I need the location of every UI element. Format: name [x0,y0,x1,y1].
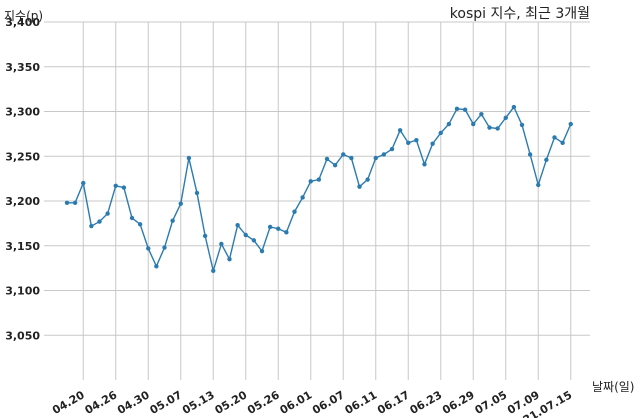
data-point [414,137,419,143]
data-point [536,182,541,188]
data-point [519,122,525,128]
data-point [462,107,468,112]
data-point [495,126,500,131]
y-tick-label: 3,050 [5,329,40,342]
x-tick-label: 06.11 [343,388,380,417]
data-point [373,155,378,161]
x-tick-label: 05.26 [245,388,282,417]
data-point [105,211,110,216]
data-point [219,241,224,247]
y-tick-label: 3,150 [5,240,40,253]
y-axis-label: 지수(p) [4,9,43,23]
x-tick-labels: 04.2004.2604.3005.0705.1305.2005.2606.01… [50,388,574,418]
data-point [146,246,151,251]
data-point [438,130,443,136]
y-tick-label: 3,300 [5,106,40,119]
x-axis-label: 날짜(일) [592,380,634,394]
x-tick-label: 05.20 [213,388,250,417]
data-point [422,162,427,167]
data-point [332,163,338,168]
data-point [487,125,492,130]
y-tick-label: 3,100 [5,285,40,298]
data-point [162,245,167,250]
data-point [243,232,248,238]
x-tick-label: 06.29 [440,388,477,417]
x-tick-label: 05.13 [180,388,217,417]
data-point [454,106,460,112]
data-point [64,200,70,205]
data-point [552,135,557,140]
data-point [251,238,257,243]
data-point [284,230,289,235]
data-point [137,222,143,227]
data-point [211,268,216,274]
data-point [503,115,508,120]
data-point [227,256,232,262]
x-tick-label: 06.01 [278,388,315,417]
data-point [381,152,387,157]
data-point [446,121,452,127]
x-tick-label: 04.20 [50,388,87,417]
x-tick-label: 06.17 [375,388,412,417]
data-point [511,104,517,110]
y-tick-label: 3,400 [5,16,40,29]
data-point [259,248,265,254]
data-point [479,111,484,117]
data-point [568,121,573,127]
y-gridlines [44,21,590,336]
data-point [202,233,208,239]
x-tick-label: 07.05 [473,388,510,417]
x-tick-label: 05.07 [148,388,185,417]
data-point [72,200,78,205]
data-point [341,152,346,157]
data-point [316,177,322,182]
data-point [324,156,330,162]
data-point [276,226,281,231]
data-point [544,157,549,163]
data-point [527,152,533,157]
data-point [349,155,354,161]
data-point [81,180,86,186]
data-point [357,184,362,189]
data-point [113,183,118,188]
data-point [430,141,435,146]
data-point [397,128,403,133]
data-point [178,201,183,206]
data-point [389,146,395,152]
data-point [471,121,476,127]
data-point [129,215,135,221]
data-point [560,140,565,146]
data-point [194,190,200,196]
data-point [154,264,159,269]
data-point [365,177,370,182]
data-point [406,140,411,146]
data-point [186,155,192,161]
data-point [292,209,297,214]
y-tick-label: 3,250 [5,150,40,163]
data-point [300,195,305,200]
data-point [267,224,273,230]
y-tick-labels: 3,050 3,100 3,150 3,200 3,250 3,300 3,350 3,400 [5,16,40,342]
data-point [308,179,313,184]
y-tick-label: 3,200 [5,195,40,208]
x-tick-label: 04.26 [83,388,120,417]
data-point [170,218,175,223]
data-point [121,185,127,190]
data-point [235,222,240,228]
series-layer [64,104,573,274]
x-tick-label: 06.23 [408,388,445,417]
y-tick-label: 3,350 [5,61,40,74]
x-tick-label: 06.07 [310,388,347,417]
chart-title: kospi 지수, 최근 3개월 [450,6,590,22]
x-tick-label: 04.30 [115,388,152,417]
data-point [97,219,102,224]
data-point [89,223,94,229]
